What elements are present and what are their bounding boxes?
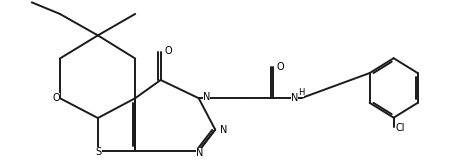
Text: H: H: [298, 88, 304, 97]
Text: O: O: [165, 46, 172, 56]
Text: N: N: [196, 148, 203, 158]
Text: O: O: [277, 62, 285, 72]
Text: Cl: Cl: [396, 123, 405, 133]
Text: N: N: [203, 92, 210, 102]
Text: O: O: [52, 93, 60, 103]
Text: N: N: [291, 93, 298, 103]
Text: N: N: [220, 125, 228, 135]
Text: S: S: [96, 147, 102, 157]
